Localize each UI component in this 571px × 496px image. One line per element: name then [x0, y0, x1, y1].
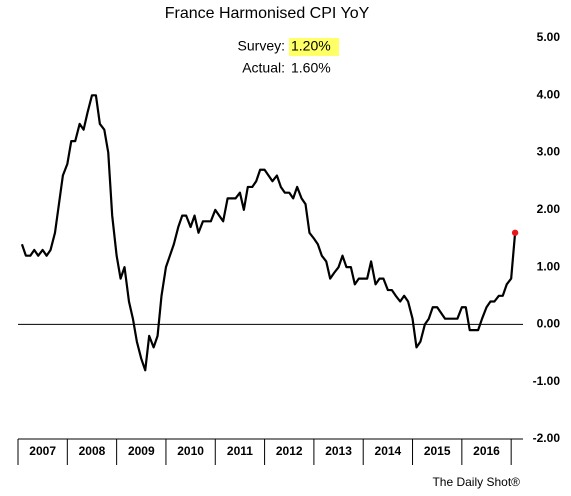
highlight [289, 38, 339, 56]
y-tick-label: -2.00 [533, 431, 561, 445]
y-tick-label: 3.00 [537, 145, 561, 159]
survey-label: Survey: [238, 38, 285, 54]
y-tick-label: 4.00 [537, 87, 561, 101]
actual-value: 1.60% [291, 60, 331, 76]
y-tick-label: 2.00 [537, 202, 561, 216]
actual-label: Actual: [242, 60, 285, 76]
x-tick-label: 2007 [29, 444, 56, 458]
line [20, 94, 517, 372]
survey-value: 1.20% [291, 38, 331, 54]
x-tick-label: 2012 [276, 444, 303, 458]
x-tick-label: 2008 [79, 444, 106, 458]
x-tick-label: 2015 [424, 444, 451, 458]
y-tick-label: 1.00 [537, 259, 561, 273]
x-tick-label: 2011 [227, 444, 253, 458]
y-tick-label: -1.00 [533, 374, 561, 388]
y-tick-label: 5.00 [537, 30, 561, 44]
x-tick-label: 2009 [128, 444, 155, 458]
x-tick-label: 2013 [325, 444, 352, 458]
chart-title: France Harmonised CPI YoY [165, 5, 370, 22]
last-point [511, 229, 519, 236]
x-tick-label: 2016 [473, 444, 500, 458]
y-tick-label: 0.00 [537, 317, 561, 331]
x-tick-label: 2010 [177, 444, 204, 458]
x-tick-label: 2014 [375, 444, 402, 458]
source: The Daily Shot® [432, 475, 520, 489]
